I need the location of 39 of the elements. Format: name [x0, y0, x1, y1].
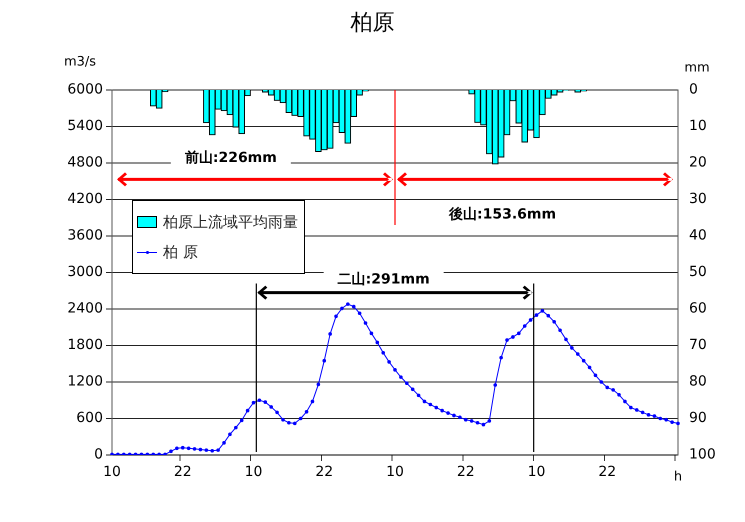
- y-axis-title: m3/s: [64, 54, 96, 70]
- y2-tick-label: 10: [689, 118, 707, 134]
- y-tick-label: 600: [76, 410, 103, 426]
- x-tick-label: 22: [174, 464, 192, 480]
- y-tick-label: 3600: [67, 228, 103, 244]
- legend-label: 柏原上流域平均雨量: [163, 212, 298, 232]
- annotation: 前山:226mm: [184, 150, 277, 166]
- y2-tick-label: 20: [689, 154, 707, 171]
- x-tick-label: 10: [244, 464, 262, 480]
- y2-tick-label: 80: [689, 374, 707, 390]
- x-tick-label: 22: [315, 464, 334, 480]
- y-tick-label: 4800: [67, 154, 103, 171]
- y2-tick-label: 40: [689, 228, 707, 244]
- y2-tick-label: 90: [689, 410, 707, 426]
- y2-tick-label: 30: [689, 191, 707, 208]
- y2-tick-label: 0: [689, 82, 698, 98]
- y2-tick-label: 70: [689, 337, 707, 354]
- y2-tick-label: 60: [689, 300, 707, 317]
- legend-label: 柏 原: [163, 242, 198, 262]
- chart-title: 柏原: [350, 10, 394, 36]
- x-tick-label: 22: [456, 464, 475, 480]
- y-tick-label: 3000: [67, 264, 103, 280]
- y-tick-label: 1200: [67, 374, 103, 390]
- y-tick-label: 1800: [67, 337, 103, 354]
- x-tick-label: 22: [598, 464, 616, 480]
- y-tick-label: 0: [94, 446, 103, 463]
- y2-axis-title: mm: [684, 60, 710, 76]
- y-tick-label: 5400: [67, 118, 103, 134]
- annotation: 後山:153.6mm: [448, 206, 556, 222]
- y-tick-label: 6000: [67, 82, 103, 98]
- x-tick-label: 10: [103, 464, 121, 480]
- y-tick-label: 4200: [67, 191, 103, 208]
- x-axis-title: h: [674, 469, 682, 484]
- y2-tick-label: 50: [689, 264, 707, 280]
- annotation: 二山:291mm: [338, 271, 430, 288]
- y-tick-label: 2400: [67, 300, 103, 317]
- x-tick-label: 10: [386, 464, 404, 480]
- x-tick-label: 10: [528, 464, 546, 480]
- y2-tick-label: 100: [689, 446, 716, 463]
